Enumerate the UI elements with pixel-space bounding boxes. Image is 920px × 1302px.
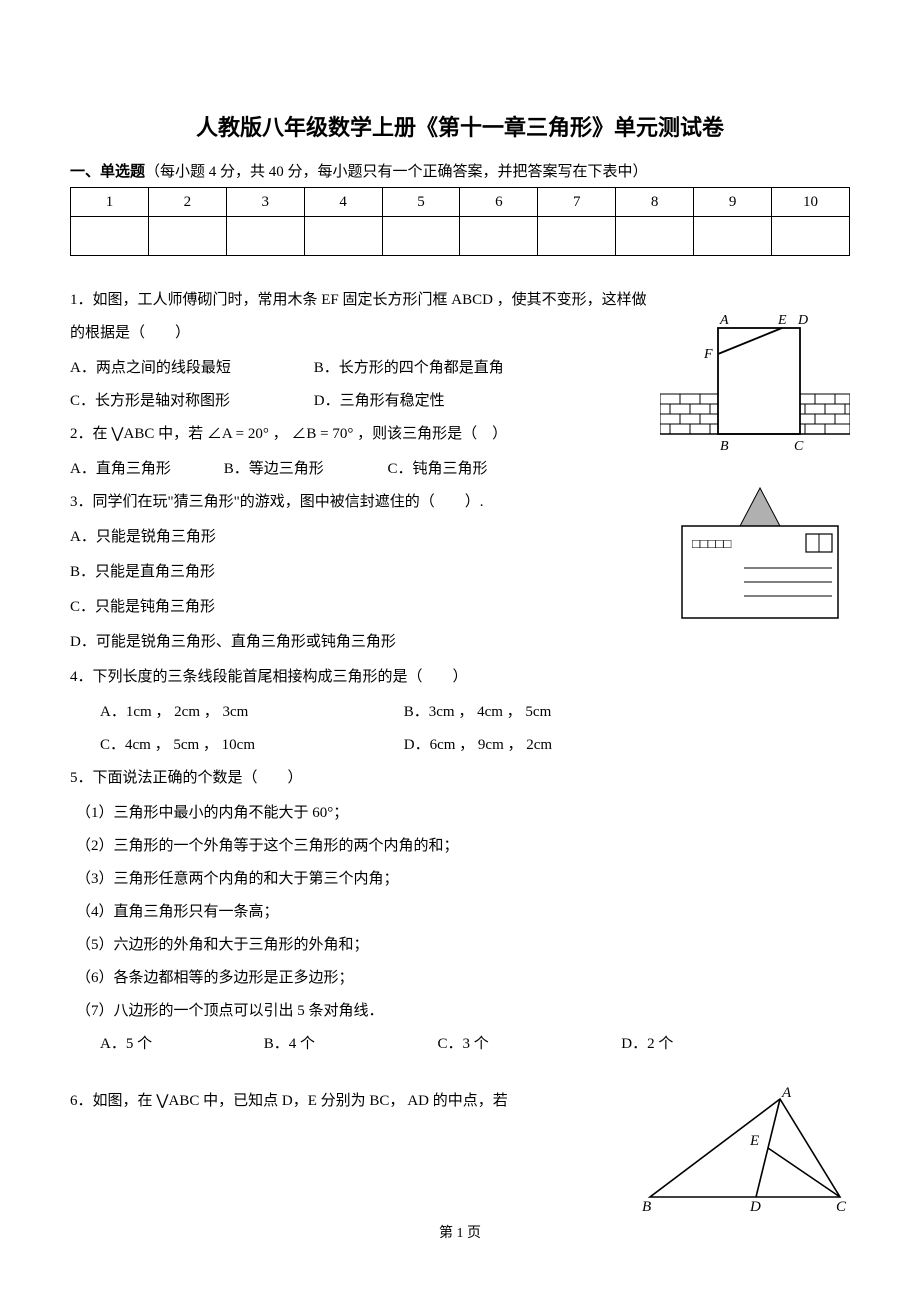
grid-header-cell: 6 — [460, 188, 538, 217]
label-C: C — [794, 439, 804, 454]
grid-header-row: 1 2 3 4 5 6 7 8 9 10 — [71, 188, 850, 217]
q2-opt-B: B．等边三角形 — [224, 453, 384, 486]
q1-opt-A: A．两点之间的线段最短 — [70, 352, 310, 385]
grid-header-cell: 10 — [772, 188, 850, 217]
env-squares: □□□□□ — [692, 536, 731, 551]
figure-envelope: □□□□□ — [670, 486, 850, 626]
grid-header-cell: 5 — [382, 188, 460, 217]
q5-opt-D: D．2 个 — [621, 1028, 673, 1061]
label-D: D — [749, 1199, 761, 1215]
q3-opt-D: D．可能是锐角三角形、直角三角形或钝角三角形 — [70, 626, 850, 659]
q1-opt-D: D．三角形有稳定性 — [314, 385, 445, 418]
q5-s1: （1）三角形中最小的内角不能大于 60°； — [70, 797, 850, 830]
q4-text: 4．下列长度的三条线段能首尾相接构成三角形的是（ ） — [70, 661, 850, 694]
grid-header-cell: 7 — [538, 188, 616, 217]
figure-door: A E D F B C — [660, 314, 850, 464]
q4-opt-A: A．1cm ， 2cm ， 3cm — [100, 696, 400, 729]
grid-header-cell: 1 — [71, 188, 149, 217]
page-title: 人教版八年级数学上册《第十一章三角形》单元测试卷 — [70, 110, 850, 142]
q5-s5: （5）六边形的外角和大于三角形的外角和； — [70, 929, 850, 962]
grid-header-cell: 3 — [226, 188, 304, 217]
q4-opts-row1: A．1cm ， 2cm ， 3cm B．3cm ， 4cm ， 5cm — [70, 696, 850, 729]
grid-header-cell: 4 — [304, 188, 382, 217]
q5-s6: （6）各条边都相等的多边形是正多边形； — [70, 962, 850, 995]
q5-s7: （7）八边形的一个顶点可以引出 5 条对角线． — [70, 995, 850, 1028]
q5-s4: （4）直角三角形只有一条高； — [70, 896, 850, 929]
section-note: （每小题 4 分，共 40 分，每小题只有一个正确答案，并把答案写在下表中） — [145, 164, 648, 180]
q5-s3: （3）三角形任意两个内角的和大于第三个内角； — [70, 863, 850, 896]
label-B: B — [720, 439, 729, 454]
page-footer: 第 1 页 — [0, 1222, 920, 1242]
q2-opt-A: A．直角三角形 — [70, 453, 220, 486]
grid-answer-row — [71, 217, 850, 256]
q5-text: 5．下面说法正确的个数是（ ） — [70, 762, 850, 795]
label-C: C — [836, 1199, 847, 1215]
q4-opts-row2: C．4cm ， 5cm ， 10cm D．6cm ， 9cm ， 2cm — [70, 729, 850, 762]
label-A: A — [781, 1085, 792, 1101]
q5-opt-B: B．4 个 — [264, 1028, 434, 1061]
q5-opts: A．5 个 B．4 个 C．3 个 D．2 个 — [70, 1028, 850, 1061]
q5-s2: （2）三角形的一个外角等于这个三角形的两个内角的和； — [70, 830, 850, 863]
label-E: E — [749, 1133, 759, 1149]
label-F: F — [703, 347, 713, 362]
label-A: A — [719, 314, 729, 328]
grid-header-cell: 8 — [616, 188, 694, 217]
grid-header-cell: 9 — [694, 188, 772, 217]
q4-opt-B: B．3cm ， 4cm ， 5cm — [404, 696, 551, 729]
q5-opt-A: A．5 个 — [100, 1028, 260, 1061]
q4-opt-C: C．4cm ， 5cm ， 10cm — [100, 729, 400, 762]
label-E: E — [777, 314, 787, 328]
label-D: D — [797, 314, 808, 328]
q5-opt-C: C．3 个 — [438, 1028, 618, 1061]
section-label: 一、单选题 — [70, 164, 145, 180]
q2-opt-C: C．钝角三角形 — [388, 453, 488, 486]
q4-opt-D: D．6cm ， 9cm ， 2cm — [404, 729, 552, 762]
q1-opt-B: B．长方形的四个角都是直角 — [314, 352, 504, 385]
section-header: 一、单选题（每小题 4 分，共 40 分，每小题只有一个正确答案，并把答案写在下… — [70, 160, 850, 181]
grid-header-cell: 2 — [148, 188, 226, 217]
q1-opt-C: C．长方形是轴对称图形 — [70, 385, 310, 418]
label-B: B — [642, 1199, 651, 1215]
answer-grid: 1 2 3 4 5 6 7 8 9 10 — [70, 187, 850, 256]
figure-triangle: A B C D E — [640, 1085, 850, 1215]
